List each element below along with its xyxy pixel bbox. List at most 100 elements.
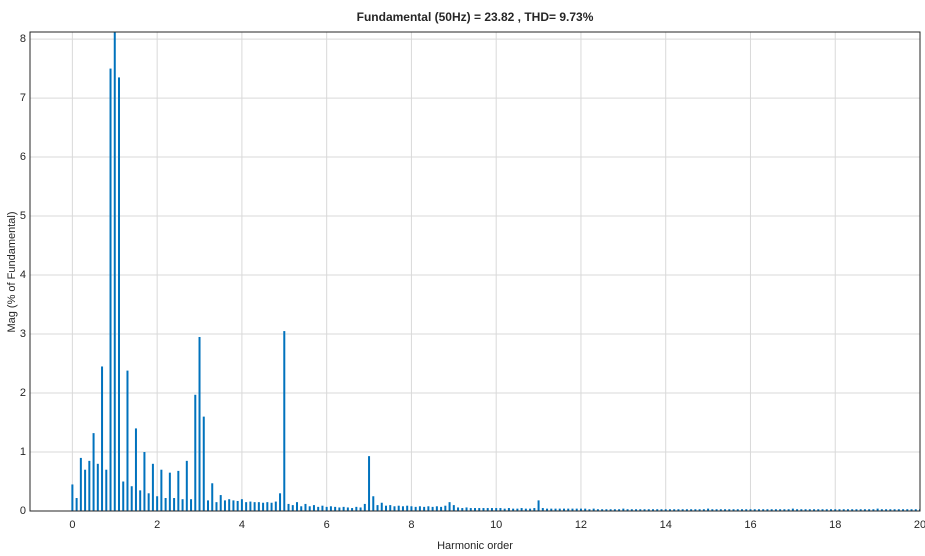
bar	[147, 493, 150, 511]
bar	[618, 509, 621, 511]
bar	[537, 500, 540, 511]
bar	[774, 509, 777, 511]
bar	[724, 509, 727, 511]
bar	[410, 506, 413, 511]
bars	[71, 32, 920, 511]
bar	[249, 501, 252, 511]
bar	[257, 502, 260, 511]
bar	[834, 509, 837, 511]
y-tick-label: 4	[20, 269, 26, 281]
bar	[668, 509, 671, 511]
bar	[418, 506, 421, 511]
bar	[779, 509, 782, 511]
bar	[503, 508, 506, 511]
bar	[609, 509, 612, 511]
bar	[363, 503, 366, 511]
bar	[452, 505, 455, 511]
bar	[842, 509, 845, 511]
bar	[660, 509, 663, 511]
bar	[461, 508, 464, 511]
bar	[71, 484, 74, 511]
bar	[113, 32, 116, 511]
bar	[838, 509, 841, 511]
x-tick-label: 14	[660, 519, 672, 531]
bar	[749, 509, 752, 511]
chart-title: Fundamental (50Hz) = 23.82 , THD= 9.73%	[357, 10, 594, 24]
x-axis-label: Harmonic order	[437, 540, 513, 552]
bar	[228, 499, 231, 511]
bar	[130, 486, 133, 511]
bar	[791, 508, 794, 511]
bar	[596, 509, 599, 511]
bar	[245, 502, 248, 511]
bar	[423, 506, 426, 511]
bar	[876, 508, 879, 511]
x-tick-label: 8	[408, 519, 414, 531]
bar	[694, 509, 697, 511]
bar	[406, 505, 409, 511]
bar	[846, 509, 849, 511]
bar	[863, 509, 866, 511]
bar	[351, 508, 354, 511]
bar	[211, 483, 214, 511]
y-tick-label: 2	[20, 387, 26, 399]
bar	[279, 493, 282, 511]
bar	[592, 508, 595, 511]
bar	[643, 509, 646, 511]
bar	[533, 508, 536, 511]
bar	[817, 509, 820, 511]
bar	[457, 507, 460, 511]
x-tick-label: 20	[914, 519, 925, 531]
bar	[105, 469, 108, 511]
bar	[431, 506, 434, 511]
bar	[397, 505, 400, 511]
bar	[389, 505, 392, 511]
bar	[325, 506, 328, 511]
bar	[444, 505, 447, 511]
plot-area	[30, 32, 920, 511]
bar	[902, 509, 905, 511]
bar	[622, 508, 625, 511]
y-tick-label: 6	[20, 151, 26, 163]
bar	[690, 509, 693, 511]
bar	[584, 508, 587, 511]
bar	[156, 496, 159, 511]
bar	[317, 506, 320, 511]
bar	[134, 428, 137, 511]
bar	[219, 495, 222, 511]
bar	[626, 509, 629, 511]
bar	[329, 506, 332, 511]
bar	[762, 509, 765, 511]
bar	[711, 509, 714, 511]
bar	[96, 463, 99, 511]
bar	[164, 498, 167, 511]
bar	[520, 508, 523, 511]
bar	[440, 506, 443, 511]
bar	[677, 509, 680, 511]
y-tick-label: 1	[20, 446, 26, 458]
bar	[287, 503, 290, 511]
bar	[109, 68, 112, 511]
bar	[656, 509, 659, 511]
bar	[308, 506, 311, 511]
bar	[486, 508, 489, 511]
bar	[185, 460, 188, 511]
bar	[605, 509, 608, 511]
bar	[283, 331, 286, 511]
bar	[563, 508, 565, 511]
bar	[707, 508, 710, 511]
bar	[478, 508, 481, 511]
bar	[601, 509, 604, 511]
bar	[512, 508, 515, 511]
bar	[359, 507, 362, 511]
bar	[240, 499, 243, 511]
y-axis-label: Mag (% of Fundamental)	[6, 211, 18, 332]
bar	[889, 509, 892, 511]
bar	[207, 500, 209, 511]
bar	[906, 509, 909, 511]
bar	[181, 499, 184, 511]
bar	[270, 502, 273, 511]
bar	[79, 457, 82, 511]
bar	[859, 509, 862, 511]
y-tick-label: 7	[20, 92, 26, 104]
